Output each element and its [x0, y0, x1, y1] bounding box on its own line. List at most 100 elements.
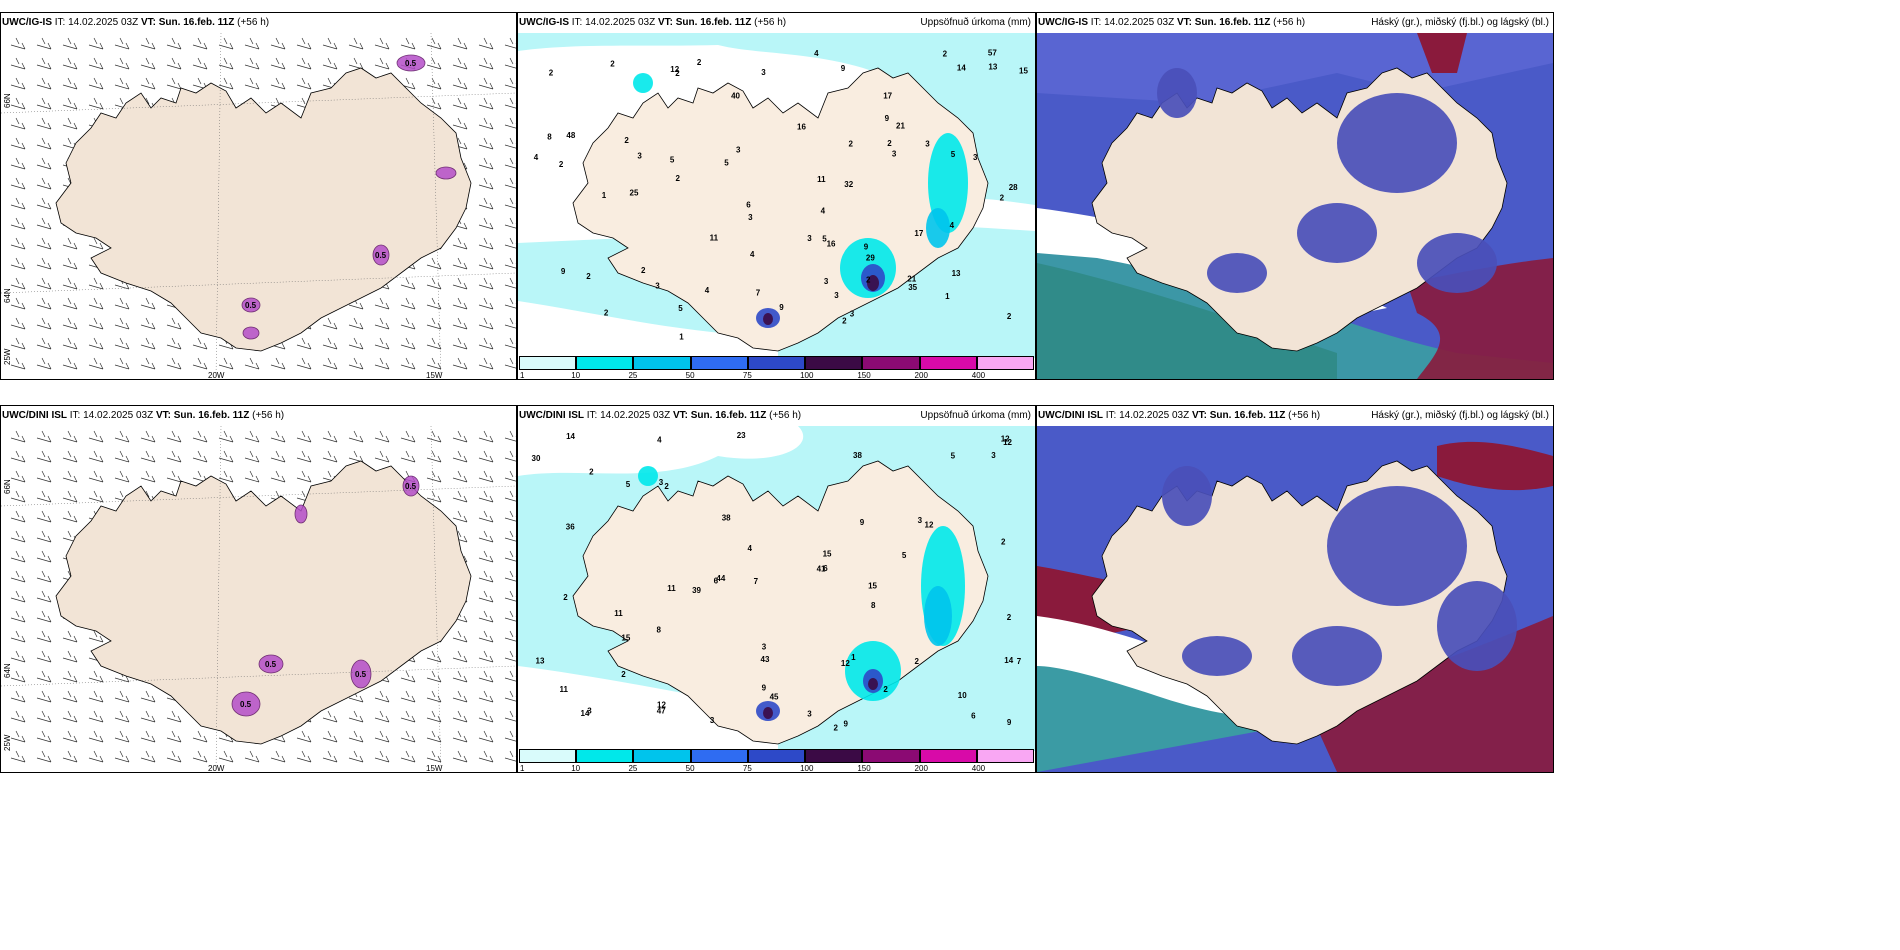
precip-marker-label: 0.5: [405, 482, 417, 491]
wind-barb: [166, 337, 182, 350]
wind-barb: [270, 450, 286, 463]
precip-value: 2: [676, 174, 681, 183]
wind-barb: [504, 97, 516, 109]
wind-barb: [478, 257, 494, 270]
wind-barb: [504, 590, 516, 602]
precip-value: 2: [1000, 194, 1005, 203]
precip-value: 23: [737, 431, 746, 440]
legend-swatch: [690, 356, 748, 370]
legend-tick-label: 10: [571, 764, 581, 773]
wind-barb: [374, 57, 390, 70]
wind-barb: [478, 750, 494, 763]
wind-barb: [114, 317, 130, 330]
legend-swatch: [919, 749, 977, 763]
wind-barb: [478, 430, 494, 443]
wind-barb: [426, 710, 442, 723]
wind-barb: [400, 430, 416, 443]
wind-barb: [426, 750, 442, 763]
wind-barb: [296, 730, 312, 743]
wind-barb: [426, 57, 442, 70]
lon-label-20: 20W: [208, 371, 225, 380]
precip-value: 2: [604, 309, 609, 318]
wind-barb: [62, 77, 78, 90]
wind-barb: [36, 530, 52, 543]
wind-barb: [478, 37, 494, 50]
precip-value: 13: [988, 63, 997, 72]
panel-ig-is-precip: UWC/IG-IS IT: 14.02.2025 03Z VT: Sun. 16…: [517, 12, 1036, 380]
wind-barb: [36, 117, 52, 130]
precip-value-labels: 3212242116233854544433841364739301212151…: [532, 431, 1022, 732]
wind-barb: [10, 37, 26, 50]
wind-barb: [140, 710, 156, 723]
wind-barb: [36, 730, 52, 743]
wind-barb: [244, 470, 260, 483]
panel-header: UWC/DINI ISL IT: 14.02.2025 03Z VT: Sun.…: [519, 407, 1033, 425]
precip-value: 2: [866, 275, 871, 284]
precip-value: 4: [657, 435, 662, 444]
wind-barb: [478, 137, 494, 150]
precip-value: 7: [756, 289, 761, 298]
precip-value: 35: [908, 283, 917, 292]
precip-value: 3: [925, 140, 930, 149]
wind-barb: [296, 357, 312, 370]
wind-barb: [62, 490, 78, 503]
lat-label-66: 66N: [3, 479, 12, 494]
wind-barb: [62, 450, 78, 463]
precip-value: 5: [724, 159, 729, 168]
precip-cell: [763, 313, 773, 325]
precip-shading: [633, 73, 968, 328]
wind-barb: [400, 750, 416, 763]
precip-value: 25: [630, 189, 639, 198]
precip-legend: 1 10 25 50 75 100 150 200 400: [519, 749, 1034, 772]
wind-barb: [36, 710, 52, 723]
precip-value: 5: [626, 480, 631, 489]
wind-barb: [400, 337, 416, 350]
precip-value: 15: [868, 582, 877, 591]
cloud-cell: [1297, 203, 1377, 263]
wind-barb: [192, 750, 208, 763]
wind-barb: [166, 37, 182, 50]
wind-barb: [36, 470, 52, 483]
precip-value: 9: [762, 684, 767, 693]
wind-barb: [88, 237, 104, 250]
lat-label-64: 64N: [3, 663, 12, 678]
wind-barb: [10, 97, 26, 110]
wind-barb: [478, 57, 494, 70]
wind-barb: [504, 137, 516, 149]
cloud-cell: [1337, 93, 1457, 193]
wind-barb: [504, 750, 516, 762]
wind-barb: [62, 317, 78, 330]
wind-barb: [36, 237, 52, 250]
wind-barb: [88, 490, 104, 503]
wind-barb: [10, 317, 26, 330]
wind-barb: [36, 490, 52, 503]
wind-barb: [348, 710, 364, 723]
wind-barb: [114, 710, 130, 723]
wind-barb: [374, 750, 390, 763]
precip-value: 2: [1001, 538, 1006, 547]
wind-barb: [400, 450, 416, 463]
wind-barb: [478, 570, 494, 583]
wind-barb: [218, 37, 234, 50]
wind-barb: [452, 470, 468, 483]
wind-barb: [36, 77, 52, 90]
cloud-cell: [1207, 253, 1267, 293]
panel-header: UWC/IG-IS IT: 14.02.2025 03Z VT: Sun. 16…: [1038, 14, 1551, 32]
precip-blob: [435, 166, 457, 180]
wind-barb: [114, 337, 130, 350]
wind-barb: [426, 730, 442, 743]
wind-barb: [348, 57, 364, 70]
wind-barb: [36, 590, 52, 603]
wind-barb: [504, 357, 516, 369]
precip-value: 3: [973, 153, 978, 162]
wind-barb: [88, 730, 104, 743]
wind-barb: [452, 357, 468, 370]
precip-value: 2: [621, 670, 626, 679]
wind-barb: [504, 610, 516, 622]
precip-blob: [258, 654, 284, 674]
wind-barb: [10, 430, 26, 443]
wind-barb: [348, 337, 364, 350]
precip-value: 11: [560, 685, 569, 694]
legend-swatch: [576, 356, 634, 370]
precip-blob: [294, 504, 308, 524]
